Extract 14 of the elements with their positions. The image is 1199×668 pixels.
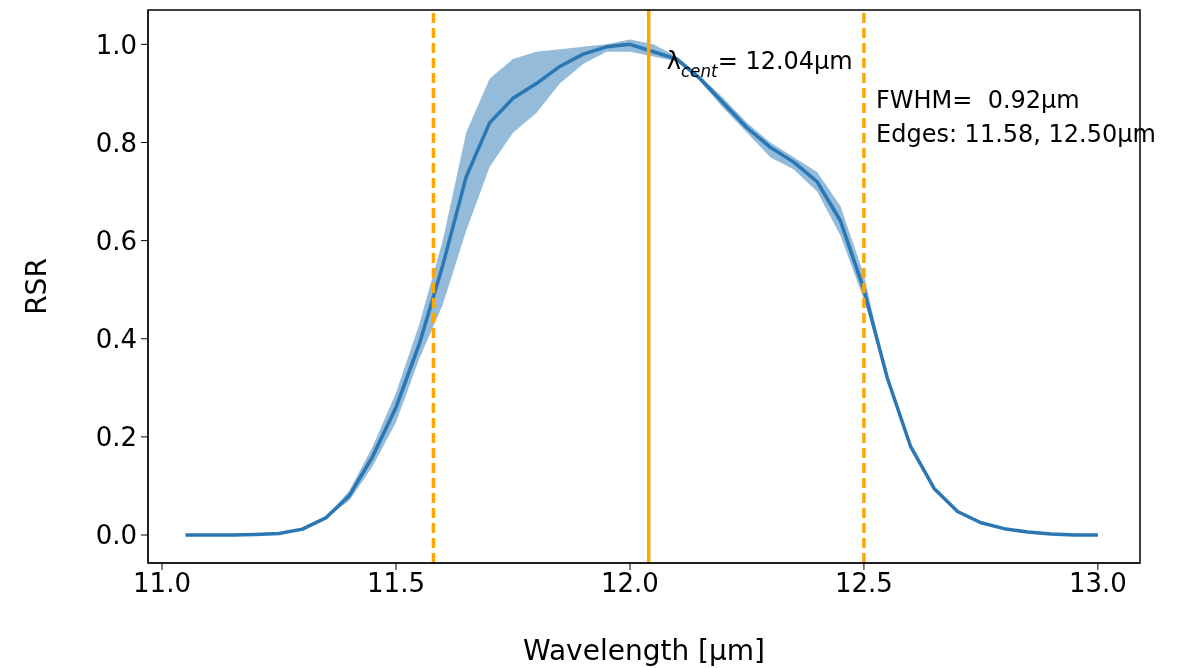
x-tick-label: 11.0: [133, 568, 191, 599]
y-tick-label: 1.0: [95, 29, 137, 60]
x-tick-label: 12.5: [834, 568, 893, 599]
y-tick-label: 0.6: [95, 225, 137, 256]
y-axis-title: RSR: [20, 258, 53, 315]
x-tick-label: 12.0: [601, 568, 659, 599]
y-tick-label: 0.0: [95, 520, 137, 551]
y-tick-label: 0.4: [95, 323, 137, 354]
y-tick-label: 0.8: [95, 127, 137, 158]
x-tick-label: 11.5: [367, 568, 425, 599]
annotation: FWHM= 0.92μm: [876, 86, 1080, 114]
y-tick-label: 0.2: [95, 422, 137, 453]
x-axis-title: Wavelength [μm]: [523, 634, 765, 667]
x-tick-label: 13.0: [1068, 568, 1127, 599]
